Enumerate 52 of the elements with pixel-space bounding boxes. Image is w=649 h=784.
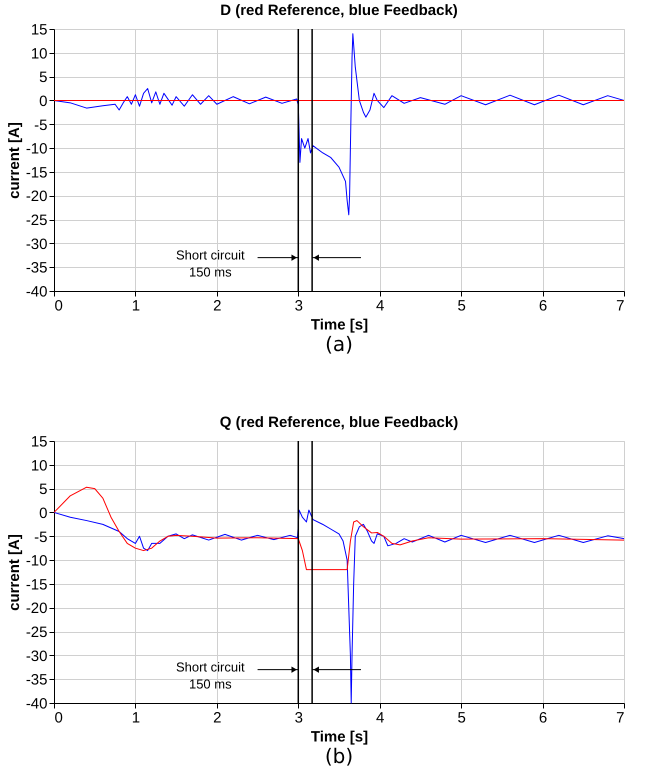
y-tick-label: -5 [34, 116, 48, 134]
x-tick-label: 7 [616, 710, 624, 726]
y-tick-label: -40 [26, 284, 48, 300]
line-series [54, 486, 624, 570]
chart-title: Q (red Reference, blue Feedback) [220, 414, 458, 431]
y-tick-label: -20 [26, 600, 48, 618]
y-tick-label: 0 [39, 504, 48, 522]
x-axis-title: Time [s] [310, 316, 368, 334]
x-tick-label: 5 [457, 298, 466, 314]
x-tick-label: 2 [213, 710, 222, 726]
y-tick-label: -30 [26, 648, 48, 665]
x-tick-label: 0 [54, 298, 63, 314]
y-tick-label: 5 [39, 481, 48, 498]
y-tick-label: -5 [34, 528, 48, 546]
y-tick-label: -30 [26, 236, 48, 253]
annotation: Short circuit 150 ms [176, 660, 245, 692]
x-axis-title: Time [s] [310, 728, 368, 746]
x-tick-label: 7 [616, 298, 624, 314]
x-tick-label: 0 [54, 710, 63, 726]
y-tick-label: 0 [39, 92, 48, 110]
x-tick-label: 3 [294, 298, 303, 314]
y-tick-label: -10 [26, 140, 48, 158]
text: (a) [325, 332, 353, 356]
y-tick-label: -15 [26, 164, 48, 182]
x-tick-label: 4 [376, 710, 384, 726]
y-tick-label: 5 [39, 69, 48, 86]
y-tick-label: -10 [26, 552, 48, 570]
y-axis-title: current [A] [6, 122, 23, 199]
x-tick-label: 6 [538, 710, 548, 726]
y-tick-label: -40 [26, 696, 48, 712]
x-tick-label: 4 [376, 298, 384, 314]
y-axis-title: current [A] [6, 534, 23, 611]
y-tick-label: 15 [30, 22, 48, 38]
annotation: Short circuit 150 ms [176, 248, 245, 280]
x-tick-label: 6 [538, 298, 548, 314]
line-series [54, 33, 624, 216]
y-tick-label: -25 [26, 212, 48, 230]
x-tick-label: 1 [132, 710, 140, 726]
x-tick-label: 3 [294, 710, 303, 726]
y-tick-label: 10 [30, 45, 48, 62]
x-tick-label: 5 [457, 710, 466, 726]
x-tick-label: 1 [132, 298, 140, 314]
text: (b) [324, 744, 354, 768]
y-tick-label: -20 [26, 188, 48, 206]
y-tick-label: -35 [26, 672, 48, 689]
chart-title: D (red Reference, blue Feedback) [220, 2, 458, 19]
y-tick-label: 10 [30, 457, 48, 474]
y-tick-label: -15 [26, 576, 48, 594]
y-tick-label: -35 [26, 260, 48, 277]
y-tick-label: 15 [30, 434, 48, 450]
x-tick-label: 2 [213, 298, 222, 314]
y-tick-label: -25 [26, 624, 48, 642]
